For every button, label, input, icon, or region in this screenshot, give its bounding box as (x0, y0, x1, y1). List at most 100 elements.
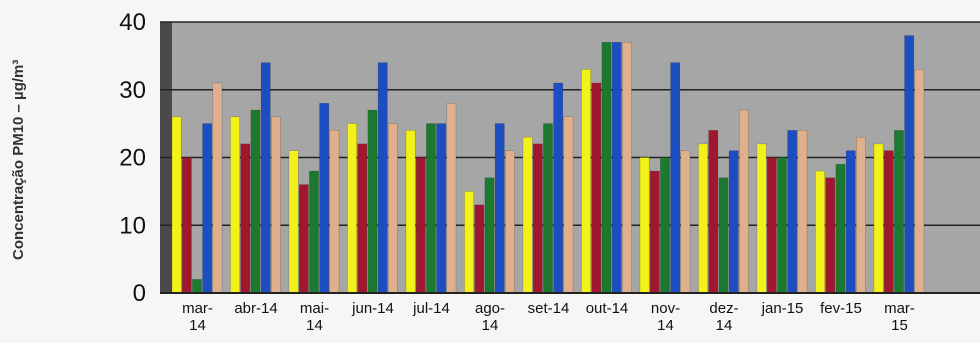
bar (436, 123, 447, 294)
x-tick-label-line: fev-15 (820, 300, 862, 317)
bar (298, 184, 309, 294)
bar (319, 103, 330, 294)
bar (581, 69, 591, 294)
bar (357, 143, 368, 294)
bar (563, 116, 574, 294)
bar (591, 82, 602, 294)
bar (756, 143, 767, 294)
x-tick-label: nov-14 (651, 300, 680, 334)
x-tick-label-line: jan-15 (761, 300, 804, 317)
x-tick-label-line: 14 (482, 317, 499, 334)
bar (639, 157, 650, 294)
bar (766, 157, 777, 294)
bar (309, 170, 319, 294)
x-tick-label-line: mar- (884, 300, 915, 317)
bar (532, 143, 543, 294)
bar (260, 62, 271, 294)
bar (464, 191, 474, 294)
bar (426, 123, 436, 294)
bar (611, 41, 622, 294)
bar (738, 109, 749, 294)
bar (825, 177, 836, 294)
x-tick-label: ago-14 (475, 300, 505, 334)
x-tick-label-line: 14 (657, 317, 674, 334)
bar (698, 143, 708, 294)
x-tick-label-line: jul-14 (412, 300, 450, 317)
bar (718, 177, 729, 294)
bar (728, 150, 739, 294)
bar (415, 157, 426, 294)
bar (914, 69, 925, 294)
bar (815, 170, 825, 294)
x-tick-label: set-14 (528, 300, 570, 317)
bar (504, 150, 515, 294)
x-tick-label-line: ago- (475, 300, 505, 317)
x-tick-label: out-14 (586, 300, 629, 317)
bar (387, 123, 398, 294)
x-tick-label-line: out-14 (586, 300, 629, 317)
x-tick-label-line: jun-14 (351, 300, 394, 317)
bar (329, 130, 340, 294)
bar (904, 35, 915, 294)
bar (708, 130, 719, 294)
bar (270, 116, 281, 294)
y-tick-label: 0 (133, 280, 146, 307)
bar (873, 143, 884, 294)
bar (845, 150, 856, 294)
x-tick-label: jul-14 (412, 300, 450, 317)
x-tick-label-line: abr-14 (234, 300, 277, 317)
y-tick-label: 40 (119, 9, 146, 36)
bar (377, 62, 388, 294)
bar (660, 157, 670, 294)
bar (192, 279, 202, 294)
x-tick-label-line: mai- (300, 300, 329, 317)
x-tick-label: mai-14 (300, 300, 329, 334)
y-tick-label: 30 (119, 77, 146, 104)
bar (621, 41, 632, 294)
bar (288, 150, 299, 294)
x-tick-label: dez-14 (709, 300, 738, 334)
bar (522, 136, 533, 294)
bar (601, 41, 612, 294)
x-tick-label-line: 14 (189, 317, 206, 334)
x-tick-label: abr-14 (234, 300, 277, 317)
bar (680, 150, 691, 294)
bar (797, 130, 808, 294)
y-tick-label: 20 (119, 145, 146, 172)
x-tick-label: mar-14 (182, 300, 213, 334)
bar (446, 103, 457, 294)
y-tick-label: 10 (119, 212, 146, 239)
x-tick-label-line: nov- (651, 300, 680, 317)
bar (855, 136, 866, 294)
bar (181, 157, 192, 294)
bar (649, 170, 660, 294)
bar (787, 130, 798, 294)
bar (670, 62, 681, 294)
y-tick-labels: 0 10 20 30 40 (119, 9, 146, 307)
x-tick-label: jun-14 (351, 300, 394, 317)
x-tick-label-line: dez- (709, 300, 738, 317)
bar (474, 204, 485, 294)
x-tick-label-line: 14 (306, 317, 323, 334)
x-tick-label: mar-15 (884, 300, 915, 334)
bar (202, 123, 213, 294)
y-axis-label: Concentração PM10 – µg/m³ (10, 59, 27, 260)
bar (367, 109, 378, 294)
bar (347, 123, 357, 294)
x-tick-label-line: 15 (891, 317, 908, 334)
x-tick-label-line: mar- (182, 300, 213, 317)
bar (894, 130, 904, 294)
bar (212, 82, 223, 294)
bar (230, 116, 240, 294)
bar (553, 82, 564, 294)
bar (835, 164, 846, 294)
x-tick-label: jan-15 (761, 300, 804, 317)
bar (543, 123, 553, 294)
bar (484, 177, 495, 294)
bar (250, 109, 261, 294)
x-tick-label-line: set-14 (528, 300, 570, 317)
bar (777, 157, 787, 294)
bar (494, 123, 505, 294)
